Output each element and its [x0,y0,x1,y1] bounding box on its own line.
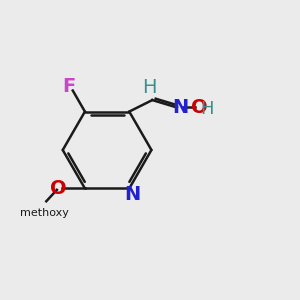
Text: O: O [191,98,208,117]
Text: H: H [142,78,157,97]
Text: N: N [124,184,140,204]
Text: O: O [50,179,67,198]
Text: methoxy: methoxy [20,208,69,218]
Text: N: N [172,98,188,117]
Text: H: H [200,100,214,118]
Text: F: F [62,76,76,96]
